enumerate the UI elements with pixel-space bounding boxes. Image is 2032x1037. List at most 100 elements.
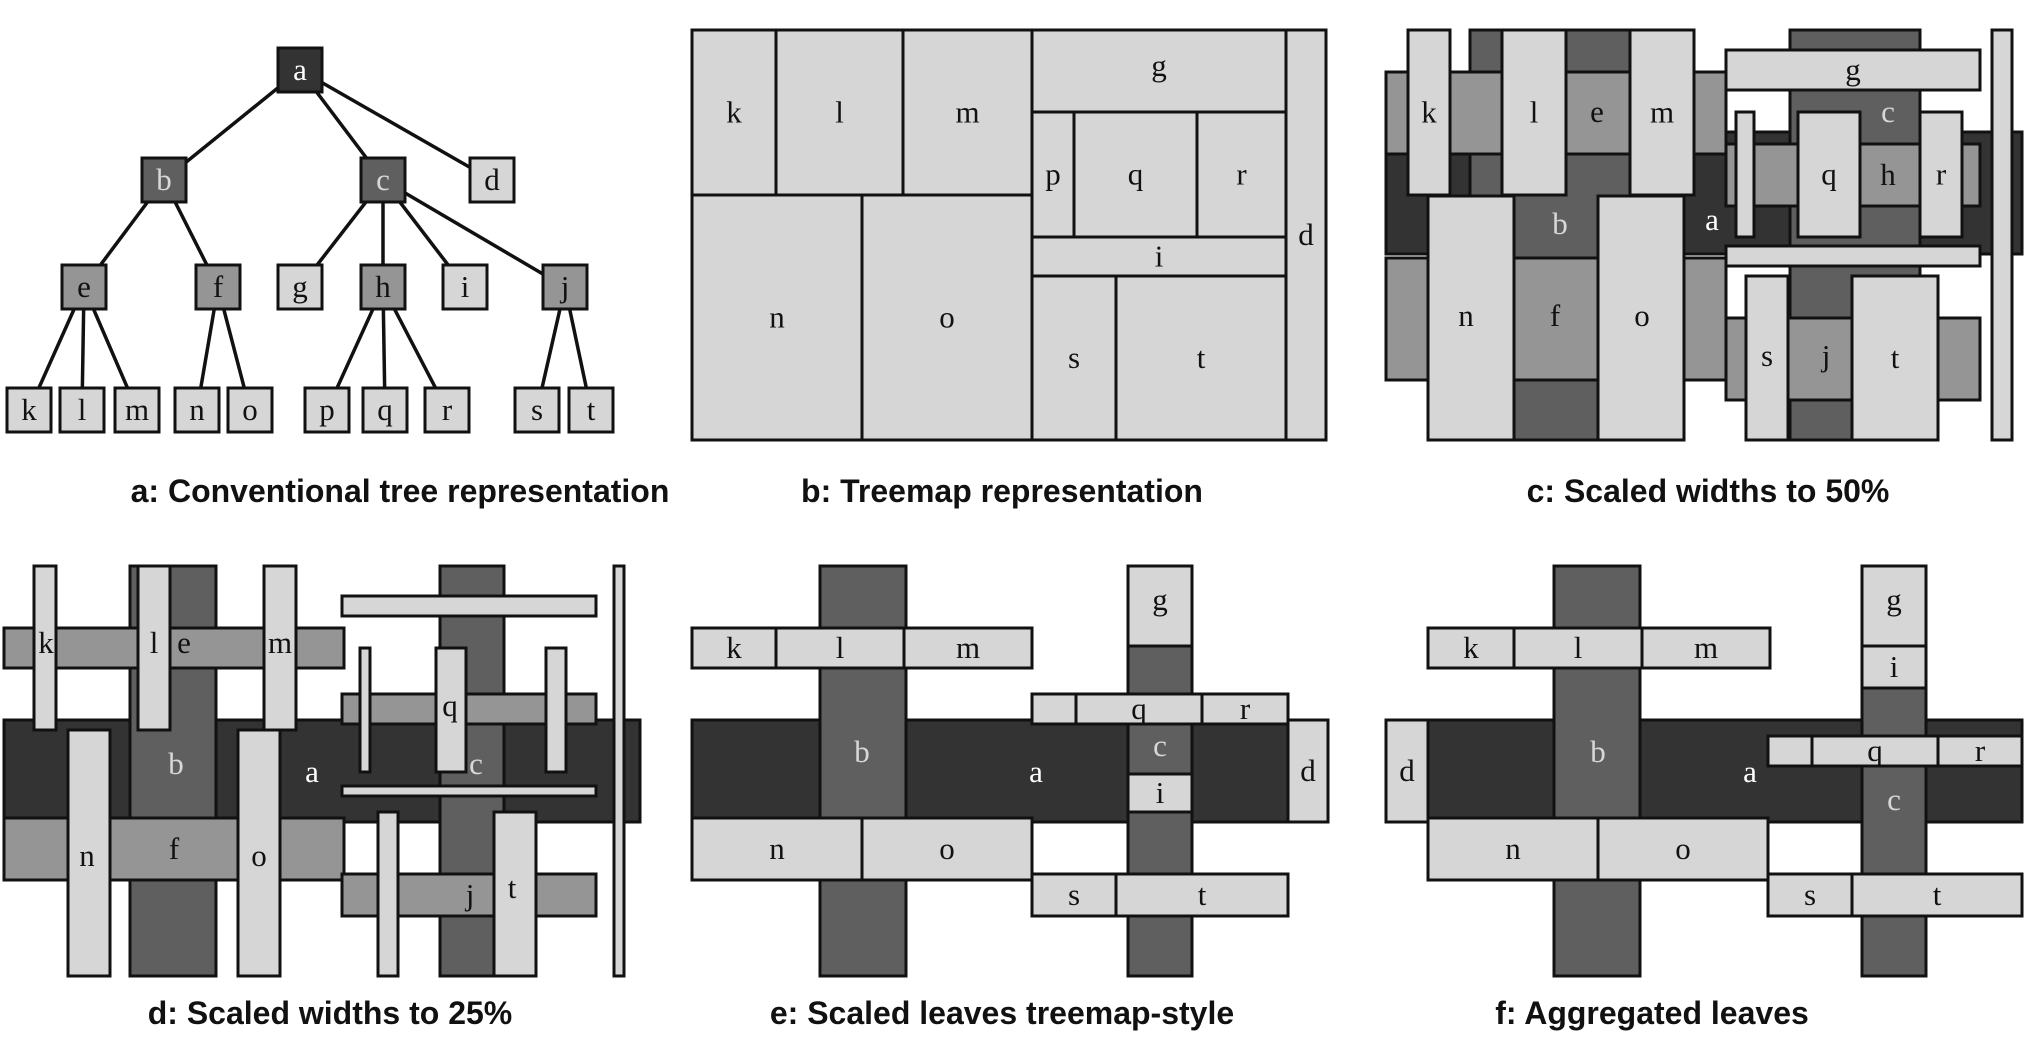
- node-m-rect: [902, 626, 1034, 670]
- node-m: m: [1628, 28, 1696, 197]
- node-o: o: [860, 816, 1034, 882]
- node-r-rect: [1200, 692, 1290, 726]
- node-o-rect: [1596, 816, 1770, 882]
- node-n: n: [1426, 194, 1516, 442]
- node-a-label: a: [305, 754, 319, 789]
- node-t-rect: [1850, 872, 2024, 918]
- node-d: d: [1384, 718, 1430, 824]
- node-a: a: [690, 718, 1294, 824]
- node-p: p: [1030, 110, 1076, 239]
- node-d-rect: [1284, 28, 1328, 442]
- node-t: t: [567, 386, 615, 434]
- node-k-rect: [1426, 626, 1516, 670]
- node-d-label: d: [484, 162, 500, 197]
- node-i-rect: [340, 784, 598, 798]
- node-t-label: t: [508, 870, 517, 905]
- node-b-label: b: [168, 746, 184, 781]
- node-r: r: [1936, 733, 2024, 768]
- node-q-rect: [1074, 692, 1204, 726]
- caption-f: f: Aggregated leaves: [1495, 995, 1809, 1031]
- node-q: q: [1796, 110, 1862, 239]
- node-t: t: [1114, 274, 1288, 442]
- node-q-rect: [1796, 110, 1862, 239]
- node-b-label: b: [1552, 206, 1568, 241]
- node-t-label: t: [587, 392, 596, 427]
- node-t-label: t: [1933, 877, 1942, 912]
- node-t-rect: [1114, 274, 1288, 442]
- node-p-rect: [1734, 110, 1756, 239]
- panel-f-aggregated-leaves: a b c d k l m n o gi q r s t: [1384, 564, 2024, 978]
- node-e-label: e: [1590, 94, 1604, 129]
- node-g-label: g: [292, 269, 308, 304]
- node-o-label: o: [251, 838, 267, 873]
- node-q: q: [1810, 733, 1940, 768]
- node-l-label: l: [1574, 630, 1583, 665]
- node-n: n: [173, 386, 221, 434]
- node-o: o: [236, 728, 282, 978]
- node-s: s: [513, 386, 561, 434]
- caption-e: e: Scaled leaves treemap-style: [770, 995, 1234, 1031]
- node-q: q: [1072, 110, 1199, 239]
- node-d-label: d: [1399, 753, 1415, 788]
- node-i-label: i: [1890, 649, 1899, 684]
- node-l: l: [58, 386, 106, 434]
- node-p-rect: [303, 386, 351, 434]
- node-j-label: j: [1821, 338, 1831, 373]
- node-m-rect: [901, 28, 1034, 197]
- node-o-label: o: [242, 392, 258, 427]
- node-s-rect: [1030, 274, 1118, 442]
- caption-a: a: Conventional tree representation: [131, 473, 670, 509]
- node-g: [340, 594, 598, 618]
- node-k: k: [1406, 28, 1452, 197]
- node-d: [612, 564, 626, 978]
- node-d-rect: [1384, 718, 1430, 824]
- node-r-label: r: [1236, 157, 1247, 192]
- node-s-rect: [376, 810, 400, 978]
- node-b-label: b: [854, 734, 870, 769]
- node-g-rect: [1126, 564, 1194, 648]
- node-g-rect: [1724, 48, 1982, 92]
- node-i-label: i: [461, 269, 470, 304]
- node-l-rect: [774, 28, 905, 197]
- node-t-rect: [492, 810, 538, 978]
- panel-b-treemap: k l m n o g p q r i s t d: [690, 28, 1328, 442]
- node-g-rect: [276, 263, 324, 311]
- node-i-rect: [1126, 772, 1194, 814]
- node-f-label: f: [169, 831, 180, 866]
- node-f-rect: [2, 816, 346, 882]
- node-d-label: d: [1300, 753, 1316, 788]
- node-s-label: s: [1068, 877, 1080, 912]
- node-d-rect: [612, 564, 626, 978]
- node-o-label: o: [1634, 298, 1650, 333]
- node-p: [1766, 734, 1814, 768]
- node-d: d: [1284, 28, 1328, 442]
- node-f-label: f: [1550, 298, 1561, 333]
- node-e-rect: [60, 263, 108, 311]
- node-m-label: m: [268, 625, 292, 660]
- node-m: m: [113, 386, 161, 434]
- node-q-label: q: [1128, 157, 1144, 192]
- node-o: o: [1596, 194, 1686, 442]
- node-f-rect: [194, 263, 242, 311]
- node-e: e: [60, 263, 108, 311]
- node-a-label: a: [1029, 754, 1043, 789]
- node-d: d: [468, 156, 516, 204]
- node-o-rect: [860, 193, 1034, 442]
- node-a-rect: [276, 46, 324, 94]
- node-a-label: a: [293, 52, 307, 87]
- node-r: [544, 646, 568, 774]
- node-l-label: l: [835, 95, 844, 130]
- node-c-label: c: [376, 162, 390, 197]
- node-l-label: l: [836, 630, 845, 665]
- node-d-label: d: [1298, 217, 1314, 252]
- node-m-label: m: [956, 630, 980, 665]
- node-t-label: t: [1197, 340, 1206, 375]
- node-a-label: a: [1705, 202, 1719, 237]
- node-s-rect: [1766, 872, 1854, 918]
- node-q-rect: [434, 646, 468, 774]
- node-g-label: g: [1151, 48, 1167, 83]
- node-o-rect: [226, 386, 274, 434]
- node-b: b: [140, 156, 188, 204]
- node-c-label: c: [1153, 728, 1167, 763]
- node-l-rect: [58, 386, 106, 434]
